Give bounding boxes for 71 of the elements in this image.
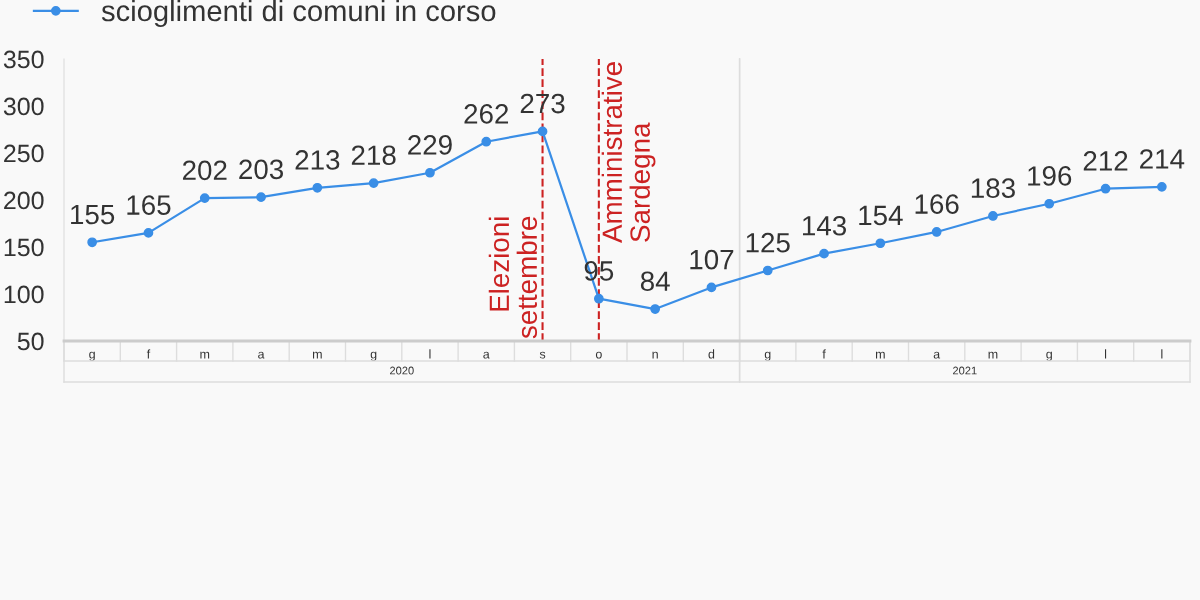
x-tick-label: g [89, 351, 95, 361]
y-tick-label: 300 [3, 97, 44, 116]
y-tick-label: 200 [4, 191, 44, 210]
x-tick-label: f [822, 349, 826, 359]
point [143, 228, 154, 238]
data-label: 273 [520, 93, 565, 114]
point [1156, 181, 1167, 192]
point [425, 167, 435, 178]
point [650, 304, 661, 314]
data-label: 165 [127, 195, 171, 215]
point [481, 136, 492, 147]
legend-label: scioglimenti di comuni in corso [101, 0, 496, 28]
text: 2021 [953, 366, 977, 375]
x-tick-label: o [595, 351, 602, 359]
point [931, 227, 942, 237]
x-tick-label: m [312, 351, 322, 359]
point [199, 193, 210, 203]
y-tick-label: 100 [4, 285, 44, 304]
data-label: 107 [690, 249, 734, 270]
point [819, 248, 829, 259]
x-tick-label: g [370, 351, 377, 361]
x-tick-label: a [933, 351, 941, 359]
x-tick-label: a [258, 351, 265, 359]
point [256, 192, 266, 203]
y-tick-label: 50 [17, 332, 44, 351]
y-tick-label: 250 [4, 144, 44, 163]
point [762, 265, 773, 276]
x-tick-label: l [1161, 349, 1163, 359]
point [875, 238, 886, 249]
x-tick-label: l [429, 349, 431, 359]
text: 2020 [390, 366, 414, 375]
point [87, 237, 98, 248]
x-tick-label: s [539, 351, 546, 359]
data-label: 202 [182, 160, 227, 181]
data-label: 218 [351, 145, 396, 166]
x-tick-label: n [652, 351, 658, 359]
data-label: 196 [1028, 166, 1072, 186]
x-tick-label: g [1046, 351, 1052, 361]
y-tick-label: 150 [4, 238, 44, 257]
data-label: 214 [1140, 149, 1185, 169]
data-label: 203 [239, 159, 283, 180]
data-label: 84 [640, 271, 670, 292]
data-label: 183 [971, 178, 1015, 198]
data-label: 166 [915, 194, 959, 214]
ref-line-label: Amministrative Sardegna [601, 62, 656, 243]
x-tick-label: l [1105, 349, 1107, 359]
y-tick-label: 350 [3, 50, 44, 69]
data-label: 143 [803, 215, 846, 236]
point [988, 211, 998, 221]
data-label: 154 [859, 205, 903, 226]
x-tick-label: m [875, 351, 885, 359]
x-tick-label: m [988, 351, 998, 359]
data-label: 155 [71, 204, 115, 225]
x-tick-label: f [146, 349, 151, 359]
point [537, 126, 548, 137]
point [1044, 198, 1055, 209]
data-label: 212 [1083, 151, 1128, 171]
x-tick-label: d [708, 349, 715, 359]
point [1100, 183, 1111, 194]
x-tick-label: a [483, 351, 490, 359]
x-tick-label: m [200, 351, 210, 359]
point [706, 282, 717, 293]
point [368, 178, 379, 188]
point [312, 182, 323, 193]
ref-line-label: Elezioni settembre [488, 216, 538, 339]
data-label: 125 [746, 232, 790, 253]
data-label: 213 [295, 150, 340, 170]
x-tick-label: g [764, 351, 771, 361]
point [593, 293, 604, 304]
data-label: 262 [464, 104, 509, 124]
data-label: 229 [408, 135, 452, 155]
